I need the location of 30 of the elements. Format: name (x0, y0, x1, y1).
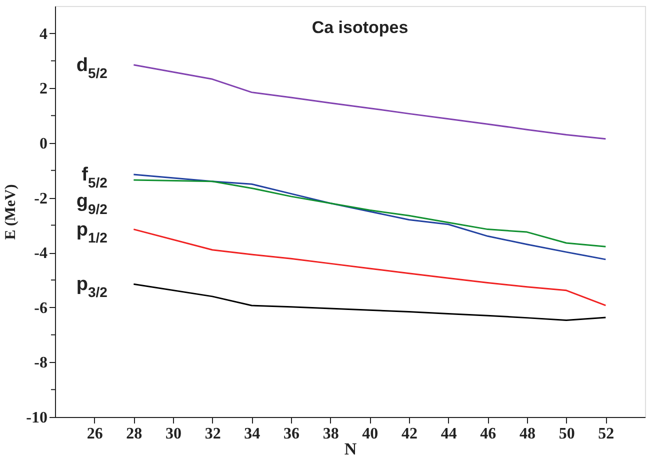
x-tick-label: 52 (598, 426, 614, 442)
y-tick-label: 0 (40, 136, 48, 152)
x-tick-label: 46 (480, 426, 496, 442)
y-tick-label: 4 (40, 26, 48, 43)
x-tick-label: 50 (558, 426, 575, 442)
x-tick-label: 38 (322, 426, 339, 442)
y-tick-label: -4 (34, 245, 48, 262)
y-axis-title: E (MeV) (3, 184, 20, 240)
x-tick-label: 32 (204, 426, 221, 442)
x-tick-label: 26 (86, 426, 103, 442)
x-tick-label: 28 (126, 426, 142, 442)
line-series (132, 283, 606, 322)
x-tick-label: 44 (440, 426, 457, 442)
x-tick-label: 48 (520, 426, 536, 442)
text: Ca isotopes (312, 18, 408, 37)
line-series (132, 174, 606, 260)
y-tick-label: -10 (26, 410, 48, 426)
line-series (132, 228, 606, 306)
x-axis-title: N (344, 440, 358, 458)
x-tick-label: 36 (284, 426, 300, 442)
x-tick-label: 34 (244, 426, 260, 442)
line-series (132, 64, 606, 140)
y-tick-label: 2 (40, 80, 48, 98)
x-tick-label: 30 (166, 426, 182, 442)
y-tick-label: -2 (34, 190, 48, 208)
y-tick-label: -8 (34, 354, 48, 372)
y-tick-label: -6 (34, 300, 48, 317)
x-tick-label: 42 (402, 426, 418, 442)
x-tick-label: 40 (362, 426, 378, 442)
line-series (132, 179, 606, 248)
